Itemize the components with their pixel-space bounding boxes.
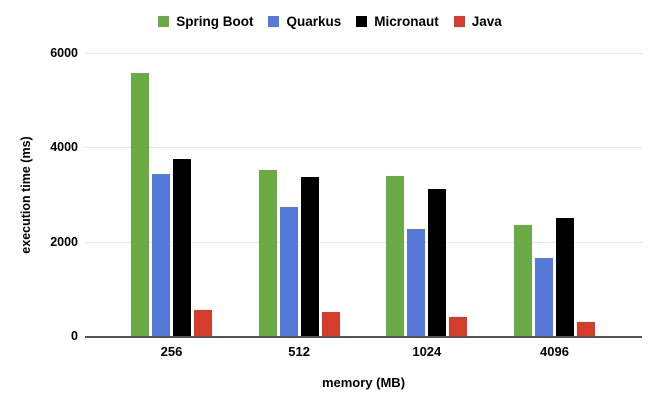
gridline-6000: [85, 53, 642, 54]
legend-label-quarkus: Quarkus: [286, 14, 342, 29]
bar-java-256: [194, 310, 212, 336]
x-tick-1024: 1024: [412, 344, 442, 359]
y-tick-2000: 2000: [50, 234, 78, 249]
bar-quarkus-256: [152, 173, 170, 336]
gridline-4000: [85, 147, 642, 149]
legend-item-micronaut: Micronaut: [356, 14, 439, 29]
bar-micronaut-256: [173, 159, 191, 336]
x-axis-line: [85, 336, 642, 338]
bar-spring-boot-256: [131, 72, 149, 336]
y-tick-6000: 6000: [50, 46, 78, 60]
legend-label-spring-boot: Spring Boot: [176, 14, 254, 29]
legend-swatch-micronaut: [356, 16, 368, 27]
legend-item-spring-boot: Spring Boot: [158, 14, 253, 29]
y-tick-4000: 4000: [50, 140, 78, 155]
bar-spring-boot-512: [258, 170, 277, 336]
plot-area: [85, 53, 642, 338]
bar-java-1024: [449, 317, 468, 336]
x-tick-4096: 4096: [540, 344, 569, 359]
legend-swatch-quarkus: [268, 16, 280, 27]
bar-java-4096: [576, 322, 595, 336]
bar-micronaut-1024: [428, 188, 447, 336]
chart-legend: Spring Boot Quarkus Micronaut Java: [0, 14, 660, 29]
bar-group-512: [258, 53, 340, 336]
legend-swatch-spring-boot: [158, 16, 170, 27]
bar-micronaut-4096: [555, 218, 574, 336]
y-tick-0: 0: [71, 329, 78, 343]
legend-item-java: Java: [453, 14, 502, 29]
legend-label-micronaut: Micronaut: [374, 14, 439, 29]
bar-group-1024: [386, 53, 468, 336]
x-tick-512: 512: [288, 344, 310, 359]
bar-quarkus-1024: [407, 228, 426, 336]
bar-java-512: [321, 311, 340, 336]
x-tick-256: 256: [160, 344, 183, 359]
bar-groups: [85, 53, 642, 336]
legend-item-quarkus: Quarkus: [268, 14, 341, 29]
bar-spring-boot-1024: [386, 176, 405, 336]
bar-group-256: [131, 53, 212, 336]
legend-swatch-java: [453, 16, 465, 27]
bar-quarkus-512: [279, 207, 298, 336]
x-axis-title: memory (MB): [321, 375, 406, 390]
bar-spring-boot-4096: [513, 224, 532, 336]
bar-quarkus-4096: [534, 258, 553, 336]
bar-micronaut-512: [300, 177, 319, 336]
bar-group-4096: [513, 53, 595, 336]
x-axis-tick-labels: 256 512 1024 4096: [85, 344, 642, 359]
legend-label-java: Java: [471, 14, 502, 29]
gridline-2000: [85, 241, 642, 243]
